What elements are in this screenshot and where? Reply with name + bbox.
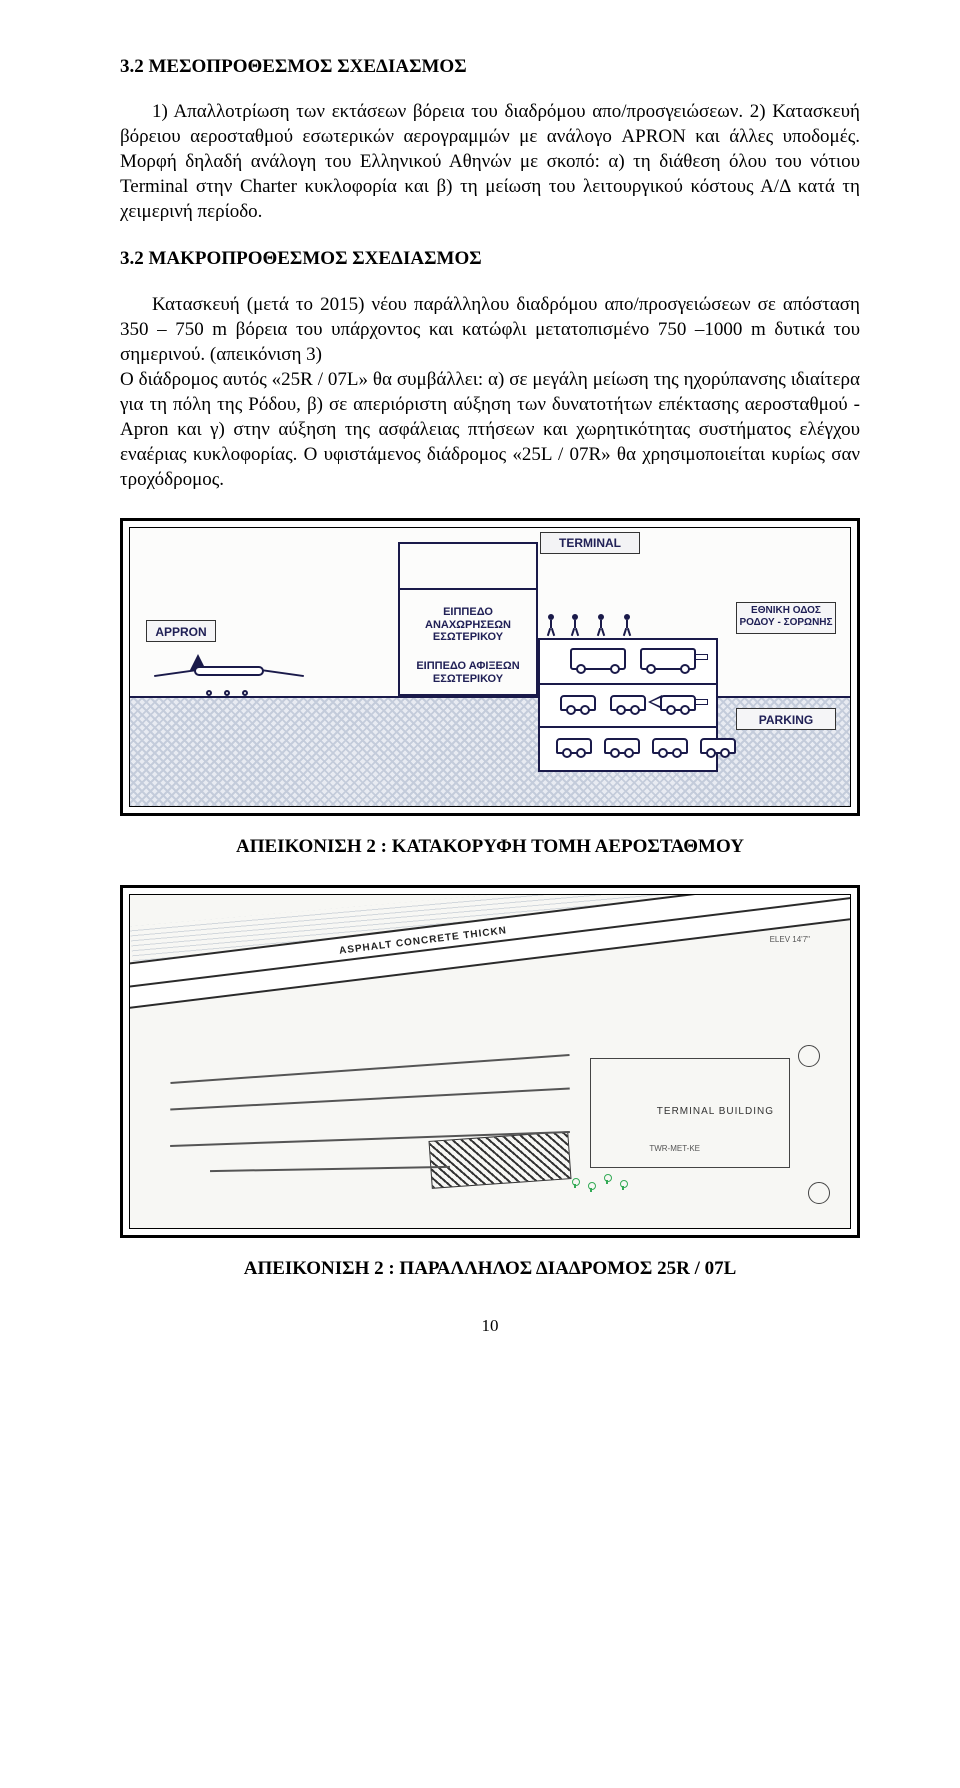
fig1-label-road: ΕΘΝΙΚΗ ΟΔΟΣ ΡΟΔΟΥ - ΣΟΡΩΝΗΣ bbox=[736, 602, 836, 634]
pedestrian-icon bbox=[546, 614, 556, 636]
figure-1-frame: APPRON TERMINAL ΕΙΠΠΕΔΟ ΑΝΑΧΩΡΗΣΕΩΝ ΕΣΩΤ… bbox=[120, 518, 860, 816]
figure-2-runway-map: ASPHALT CONCRETE THICKN ELEV 14'7" TERMI… bbox=[129, 894, 851, 1229]
car-icon bbox=[700, 738, 736, 754]
car-icon bbox=[604, 738, 640, 754]
car-icon bbox=[556, 738, 592, 754]
tree-icon bbox=[570, 1178, 580, 1188]
pedestrian-icon bbox=[622, 614, 632, 636]
fig2-elev-label: ELEV 14'7" bbox=[770, 935, 810, 946]
para-3-2-meso: 1) Απαλλοτρίωση των εκτάσεων βόρεια του … bbox=[120, 99, 860, 224]
figure-1-vertical-section: APPRON TERMINAL ΕΙΠΠΕΔΟ ΑΝΑΧΩΡΗΣΕΩΝ ΕΣΩΤ… bbox=[129, 527, 851, 807]
fig1-label-arrivals: ΕΙΠΠΕΔΟ ΑΦΙΞΕΩΝ ΕΣΩΤΕΡΙΚΟΥ bbox=[416, 660, 520, 685]
tree-icon bbox=[586, 1182, 596, 1192]
fig2-node-icon bbox=[798, 1045, 820, 1067]
fig1-label-terminal: TERMINAL bbox=[540, 532, 640, 554]
bus-icon bbox=[640, 648, 696, 670]
fig1-aircraft-icon bbox=[154, 650, 314, 696]
fig1-parking-stack bbox=[538, 638, 718, 772]
tree-icon bbox=[602, 1174, 612, 1184]
fig1-apron-surface bbox=[130, 696, 398, 698]
heading-3-2-makro: 3.2 ΜΑΚΡΟΠΡΟΘΕΣΜΟΣ ΣΧΕΔΙΑΣΜΟΣ bbox=[120, 246, 860, 271]
fig1-label-parking: PARKING bbox=[736, 708, 836, 730]
page-number: 10 bbox=[120, 1315, 860, 1337]
car-icon bbox=[660, 695, 696, 711]
pedestrian-icon bbox=[596, 614, 606, 636]
figure-1-caption: ΑΠΕΙΚΟΝΙΣΗ 2 : ΚΑΤΑΚΟΡΥΦΗ ΤΟΜΗ ΑΕΡΟΣΤΑΘΜ… bbox=[120, 834, 860, 859]
heading-3-2-meso: 3.2 ΜΕΣΟΠΡΟΘΕΣΜΟΣ ΣΧΕΔΙΑΣΜΟΣ bbox=[120, 54, 860, 79]
car-icon bbox=[560, 695, 596, 711]
fig2-taxiways bbox=[170, 1058, 570, 1198]
car-icon bbox=[652, 738, 688, 754]
fig2-node-icon bbox=[808, 1182, 830, 1204]
fig2-twr-label: TWR-MET-KE bbox=[649, 1144, 700, 1155]
figure-2-frame: ASPHALT CONCRETE THICKN ELEV 14'7" TERMI… bbox=[120, 885, 860, 1238]
figure-2-caption: ΑΠΕΙΚΟΝΙΣΗ 2 : ΠΑΡΑΛΛΗΛΟΣ ΔΙΑΔΡΟΜΟΣ 25R … bbox=[120, 1256, 860, 1281]
tree-icon bbox=[618, 1180, 628, 1190]
para-3-2-makro: Κατασκευή (μετά το 2015) νέου παράλληλου… bbox=[120, 292, 860, 493]
pedestrian-icon bbox=[570, 614, 580, 636]
car-icon bbox=[610, 695, 646, 711]
fig2-terminal-label: TERMINAL BUILDING bbox=[657, 1105, 774, 1118]
fig1-label-departures: ΕΙΠΠΕΔΟ ΑΝΑΧΩΡΗΣΕΩΝ ΕΣΩΤΕΡΙΚΟΥ bbox=[416, 606, 520, 644]
fig1-label-appron: APPRON bbox=[146, 620, 216, 642]
bus-icon bbox=[570, 648, 626, 670]
